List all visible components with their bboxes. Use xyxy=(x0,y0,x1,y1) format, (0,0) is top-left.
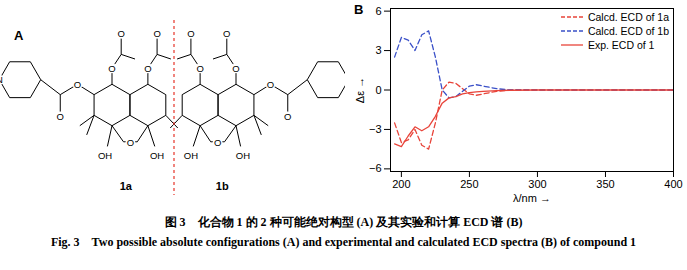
svg-text:O: O xyxy=(232,63,239,74)
svg-text:Δε →: Δε → xyxy=(354,77,366,103)
html-text:Calcd. ECD of 1a: Calcd. ECD of 1a xyxy=(587,11,669,23)
svg-text:300: 300 xyxy=(528,178,546,190)
svg-text:0: 0 xyxy=(375,84,381,96)
html-text:B: B xyxy=(354,2,364,17)
svg-text:OH: OH xyxy=(150,150,164,161)
svg-text:O: O xyxy=(214,137,221,148)
html-text:Exp. ECD of 1: Exp. ECD of 1 xyxy=(587,39,655,51)
svg-text:O: O xyxy=(144,63,151,74)
svg-text:400: 400 xyxy=(664,178,682,190)
svg-text:O: O xyxy=(127,137,134,148)
svg-text:OH: OH xyxy=(98,150,112,161)
html-text:Calcd. ECD of 1b: Calcd. ECD of 1b xyxy=(587,25,669,37)
svg-text:λ/nm →: λ/nm → xyxy=(513,192,551,204)
svg-text:O: O xyxy=(187,28,194,39)
svg-text:O: O xyxy=(284,111,291,122)
svg-text:O: O xyxy=(267,79,274,90)
svg-text:O: O xyxy=(223,28,230,39)
svg-text:OH: OH xyxy=(184,150,198,161)
svg-text:250: 250 xyxy=(460,178,478,190)
svg-text:O: O xyxy=(74,79,81,90)
svg-text:350: 350 xyxy=(596,178,614,190)
svg-text:1b: 1b xyxy=(216,180,229,192)
html-text:图 3 化合物 1 的 2 种可能绝对构型 (A) 及其实验: 图 3 化合物 1 的 2 种可能绝对构型 (A) 及其实验和计算 ECD 谱 … xyxy=(164,215,523,229)
svg-text:1a: 1a xyxy=(120,180,133,192)
svg-text:O: O xyxy=(108,63,115,74)
svg-text:O: O xyxy=(196,63,203,74)
svg-text:3: 3 xyxy=(375,44,381,56)
svg-text:OH: OH xyxy=(236,150,250,161)
html-text:Fig. 3 Two possible absolute c: Fig. 3 Two possible absolute configurati… xyxy=(50,235,637,249)
svg-text:200: 200 xyxy=(392,178,410,190)
svg-text:6: 6 xyxy=(375,5,381,17)
svg-text:A: A xyxy=(14,28,24,43)
svg-text:−3: −3 xyxy=(369,123,382,135)
svg-text:O: O xyxy=(57,111,64,122)
svg-text:O: O xyxy=(118,28,125,39)
svg-text:−6: −6 xyxy=(369,162,382,174)
svg-text:N: N xyxy=(0,74,3,85)
svg-text:O: O xyxy=(153,28,160,39)
